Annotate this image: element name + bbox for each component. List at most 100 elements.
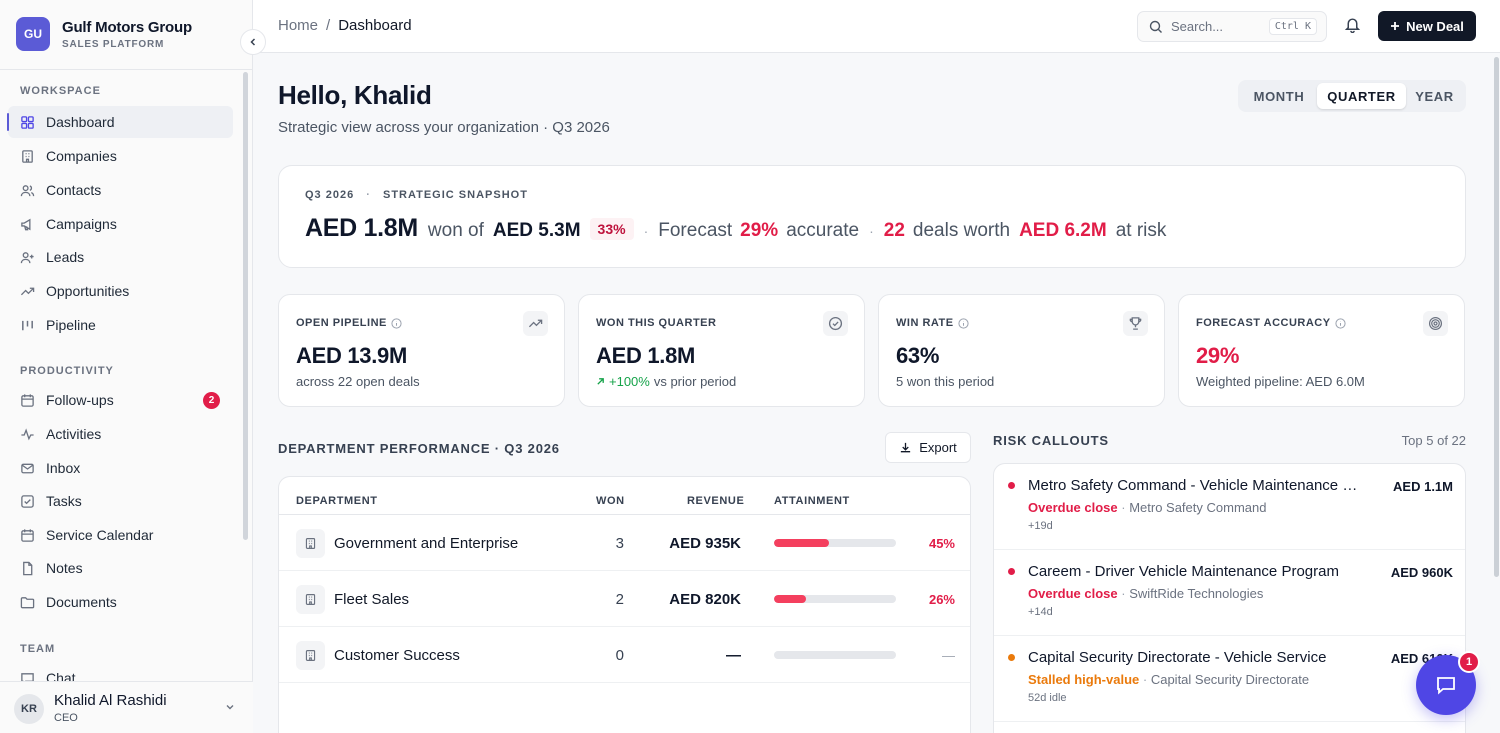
brand-subtitle: SALES PLATFORM xyxy=(62,38,165,50)
sidebar-item-documents[interactable]: Documents xyxy=(8,586,233,618)
chat-unread-badge: 1 xyxy=(1458,651,1480,673)
page-scrollbar[interactable] xyxy=(1494,57,1499,577)
brand-name: Gulf Motors Group xyxy=(62,18,192,36)
period-quarter[interactable]: QUARTER xyxy=(1317,83,1406,109)
sidebar-item-opportunities[interactable]: Opportunities xyxy=(8,275,233,307)
list-item[interactable]: Metro Safety Command - Vehicle Maintenan… xyxy=(994,464,1465,550)
department-revenue: AED 935K xyxy=(669,535,741,552)
sidebar-item-leads[interactable]: Leads xyxy=(8,241,233,273)
attainment-bar-fill xyxy=(774,539,829,547)
chevron-down-icon xyxy=(226,705,234,710)
kpi-label-row: FORECAST ACCURACY xyxy=(1196,317,1346,329)
sidebar-item-pipeline[interactable]: Pipeline xyxy=(8,309,233,341)
department-performance-title: DEPARTMENT PERFORMANCE · Q3 2026 xyxy=(278,441,560,456)
sidebar-item-label: Notes xyxy=(46,560,83,576)
kpi-label-row: OPEN PIPELINE xyxy=(296,317,402,329)
separator-dot: · xyxy=(869,223,874,239)
kpi-label: FORECAST ACCURACY xyxy=(1196,317,1331,329)
info-icon[interactable] xyxy=(391,317,402,329)
snapshot-pct-badge: 33% xyxy=(589,218,634,240)
attainment-percent: 26% xyxy=(928,592,955,607)
column-header-revenue[interactable]: REVENUE xyxy=(687,495,745,507)
brand[interactable]: GU Gulf Motors Group SALES PLATFORM xyxy=(16,17,192,51)
sidebar-item-label: Tasks xyxy=(46,493,82,509)
plus-icon xyxy=(1391,22,1400,30)
kpi-label-row: WON THIS QUARTER xyxy=(596,317,716,329)
risk-meta: Overdue close · Metro Safety Command xyxy=(1028,500,1267,515)
snapshot-label: Q3 2026 · STRATEGIC SNAPSHOT xyxy=(305,189,528,201)
trophy-icon xyxy=(1123,311,1148,336)
activity-icon xyxy=(21,427,34,440)
kpi-sub: +100% vs prior period xyxy=(596,374,736,389)
sidebar: GU Gulf Motors Group SALES PLATFORM WORK… xyxy=(0,0,253,733)
list-item[interactable]: Capital Security Directorate - Vehicle S… xyxy=(994,636,1465,722)
list-item[interactable]: Careem - Driver Vehicle Maintenance Prog… xyxy=(994,550,1465,636)
risk-company: Metro Safety Command xyxy=(1129,500,1267,515)
info-icon[interactable] xyxy=(957,317,969,329)
sidebar-item-inbox[interactable]: Inbox xyxy=(8,452,233,484)
sidebar-item-tasks[interactable]: Tasks xyxy=(8,485,233,517)
sidebar-item-label: Dashboard xyxy=(46,114,115,130)
user-name: Khalid Al Rashidi xyxy=(54,692,167,709)
new-deal-button[interactable]: New Deal xyxy=(1378,11,1476,41)
kpi-label-row: WIN RATE xyxy=(896,317,969,329)
sidebar-collapse-button[interactable] xyxy=(240,29,266,55)
trend-icon xyxy=(523,311,548,336)
sidebar-item-follow-ups[interactable]: Follow-ups 2 xyxy=(8,384,233,416)
sidebar-item-notes[interactable]: Notes xyxy=(8,552,233,584)
column-header-won[interactable]: WON xyxy=(596,495,625,507)
search-input[interactable]: Search... Ctrl K xyxy=(1137,11,1327,42)
table-row[interactable]: Fleet Sales 2 AED 820K 26% xyxy=(279,571,970,627)
kpi-sub: 5 won this period xyxy=(896,374,994,389)
sidebar-item-dashboard[interactable]: Dashboard xyxy=(7,106,233,138)
snapshot-forecast-pct: 29% xyxy=(740,220,779,241)
info-icon[interactable] xyxy=(1335,317,1346,329)
users-icon xyxy=(20,184,35,196)
department-won: 2 xyxy=(615,591,624,608)
kpi-sub-text: Weighted pipeline: AED 6.0M xyxy=(1196,374,1365,389)
user-role: CEO xyxy=(54,712,78,724)
risk-age: +14d xyxy=(1028,606,1053,618)
sidebar-item-companies[interactable]: Companies xyxy=(8,140,233,172)
period-year[interactable]: YEAR xyxy=(1415,88,1454,104)
risk-age: 52d idle xyxy=(1028,692,1067,704)
sidebar-item-campaigns[interactable]: Campaigns xyxy=(8,208,233,240)
risk-meta: Stalled high-value · Capital Security Di… xyxy=(1028,672,1310,687)
department-name: Fleet Sales xyxy=(334,591,410,608)
bell-icon[interactable] xyxy=(1344,16,1361,33)
attainment-percent: — xyxy=(942,648,955,663)
column-header-attainment[interactable]: ATTAINMENT xyxy=(774,495,850,507)
kpi-label: WON THIS QUARTER xyxy=(596,317,717,329)
breadcrumb-separator: / xyxy=(326,17,331,34)
sidebar-item-contacts[interactable]: Contacts xyxy=(8,174,233,206)
sidebar-item-activities[interactable]: Activities xyxy=(8,418,233,450)
mail-icon xyxy=(21,463,34,473)
sidebar-item-service-calendar[interactable]: Service Calendar xyxy=(8,519,233,551)
folder-icon xyxy=(20,596,35,608)
department-revenue: AED 820K xyxy=(669,591,741,608)
kpi-card-win-rate[interactable]: WIN RATE 63% 5 won this period xyxy=(878,294,1165,407)
avatar: KR xyxy=(14,694,44,724)
breadcrumb: Home / Dashboard xyxy=(278,17,412,34)
columns-icon xyxy=(22,320,33,330)
kpi-card-open-pipeline[interactable]: OPEN PIPELINE AED 13.9M across 22 open d… xyxy=(278,294,565,407)
breadcrumb-home[interactable]: Home xyxy=(278,17,319,34)
table-row[interactable]: Government and Enterprise 3 AED 935K 45% xyxy=(279,515,970,571)
export-button[interactable]: Export xyxy=(885,432,971,463)
risk-amount: AED 1.1M xyxy=(1393,479,1453,494)
sidebar-scrollbar[interactable] xyxy=(243,72,248,540)
snapshot-target: AED 5.3M xyxy=(492,220,581,241)
department-won: 3 xyxy=(615,535,624,552)
sidebar-item-label: Service Calendar xyxy=(46,527,154,543)
kpi-card-forecast-accuracy[interactable]: FORECAST ACCURACY 29% Weighted pipeline:… xyxy=(1178,294,1465,407)
risk-flag: Overdue close xyxy=(1028,586,1118,601)
period-month[interactable]: MONTH xyxy=(1253,88,1305,104)
snapshot-risk-amount: AED 6.2M xyxy=(1019,220,1107,241)
follow-ups-badge: 2 xyxy=(203,392,220,409)
risk-deal-name: Capital Security Directorate - Vehicle S… xyxy=(1028,649,1327,666)
user-menu[interactable]: KR Khalid Al Rashidi CEO xyxy=(0,681,253,733)
snapshot-won: AED 1.8M xyxy=(305,214,418,242)
table-row[interactable]: Customer Success 0 — — xyxy=(279,627,970,683)
column-header-department[interactable]: DEPARTMENT xyxy=(296,495,378,507)
kpi-card-won-this-quarter[interactable]: WON THIS QUARTER AED 1.8M +100% vs prior… xyxy=(578,294,865,407)
